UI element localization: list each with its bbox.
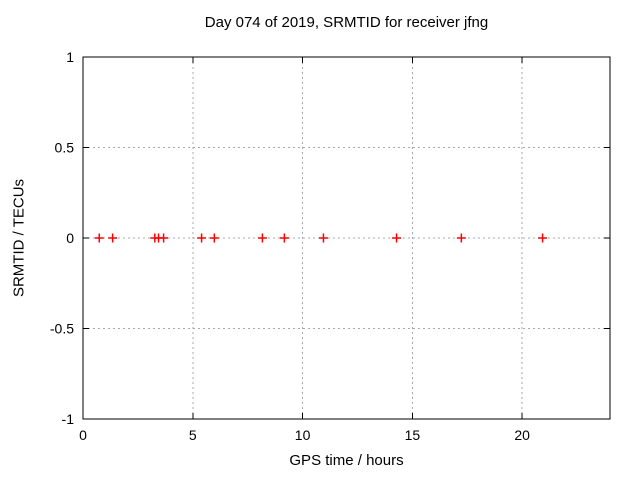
x-axis-title: GPS time / hours [289, 452, 404, 469]
x-tick-label: 5 [189, 427, 197, 443]
x-tick-label: 15 [405, 427, 421, 443]
y-tick-label: -0.5 [50, 321, 74, 337]
y-tick-label: -1 [62, 411, 75, 427]
chart-title: Day 074 of 2019, SRMTID for receiver jfn… [204, 14, 489, 31]
y-tick-label: 1 [66, 49, 74, 65]
y-tick-label: 0.5 [55, 140, 75, 156]
x-tick-label: 10 [295, 427, 311, 443]
y-axis-title: SRMTID / TECUs [10, 178, 28, 298]
x-tick-label: 0 [79, 427, 87, 443]
y-tick-label: 0 [66, 230, 74, 246]
x-tick-label: 20 [514, 427, 530, 443]
